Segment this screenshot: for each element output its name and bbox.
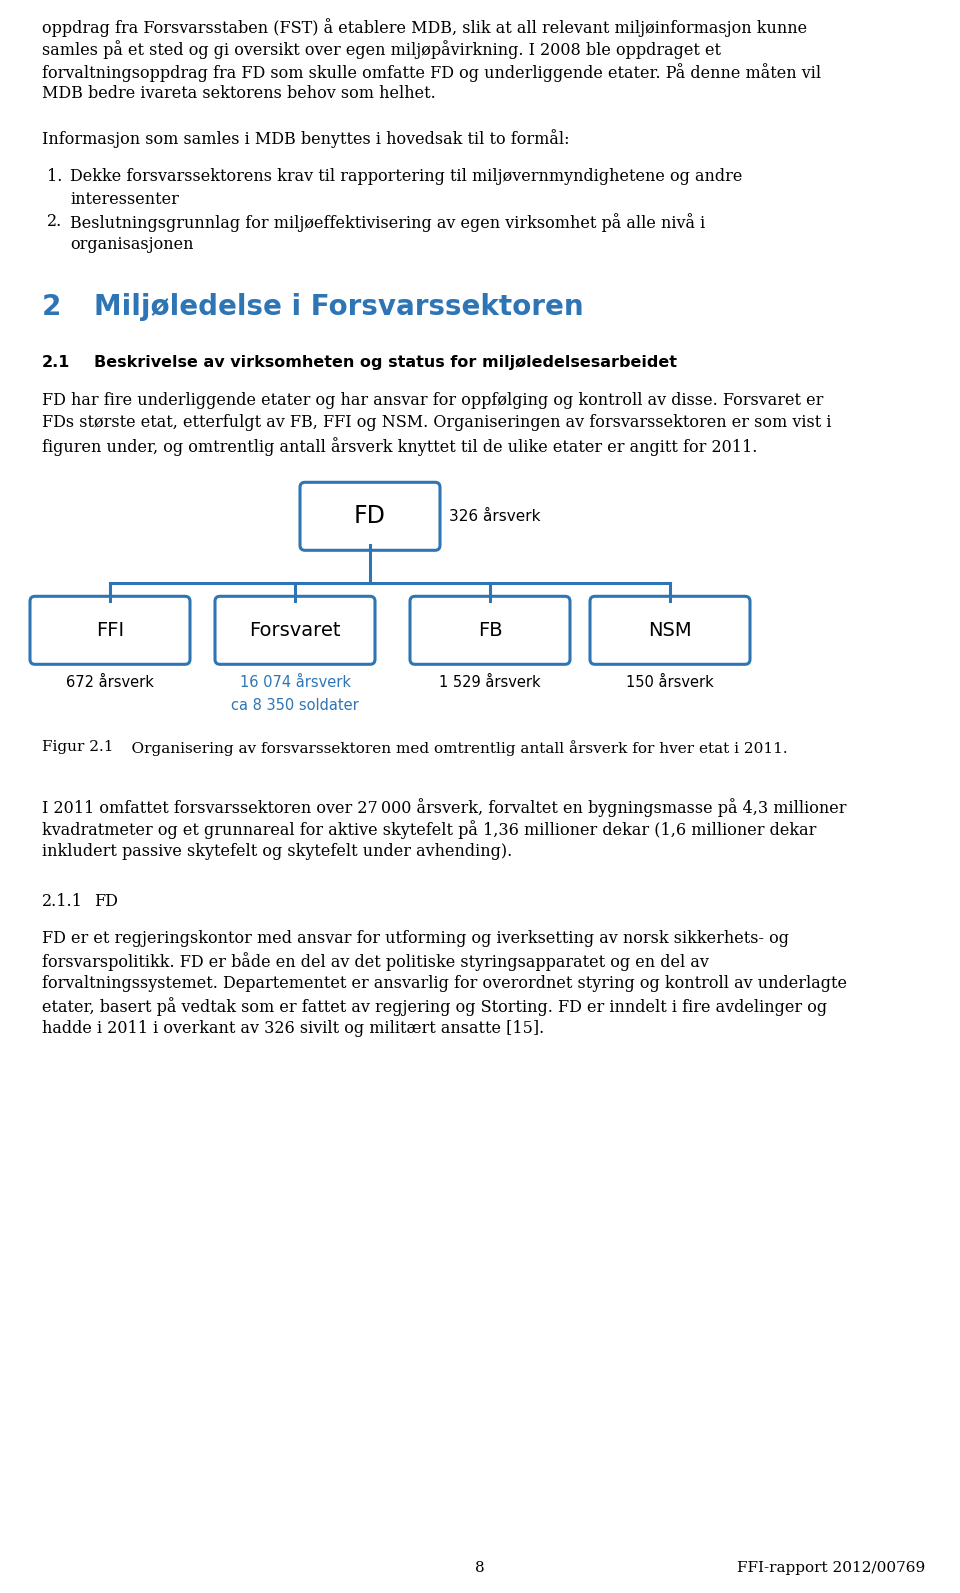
FancyBboxPatch shape [410, 596, 570, 664]
Text: forsvarspolitikk. FD er både en del av det politiske styringsapparatet og en del: forsvarspolitikk. FD er både en del av d… [42, 953, 708, 972]
Text: Beslutningsgrunnlag for miljøeffektivisering av egen virksomhet på alle nivå i: Beslutningsgrunnlag for miljøeffektivise… [70, 213, 706, 233]
Text: 326 årsverk: 326 årsverk [449, 508, 540, 524]
Text: forvaltningsoppdrag fra FD som skulle omfatte FD og underliggende etater. På den: forvaltningsoppdrag fra FD som skulle om… [42, 64, 821, 81]
Text: FFI-rapport 2012/00769: FFI-rapport 2012/00769 [736, 1561, 925, 1575]
Text: FFI: FFI [96, 621, 124, 640]
Text: FD har fire underliggende etater og har ansvar for oppfølging og kontroll av dis: FD har fire underliggende etater og har … [42, 392, 824, 409]
Text: Forsvaret: Forsvaret [250, 621, 341, 640]
Text: 2.1: 2.1 [42, 355, 70, 370]
Text: etater, basert på vedtak som er fattet av regjering og Storting. FD er inndelt i: etater, basert på vedtak som er fattet a… [42, 997, 828, 1016]
Text: FD: FD [94, 894, 118, 910]
FancyBboxPatch shape [215, 596, 375, 664]
FancyBboxPatch shape [300, 483, 440, 550]
Text: FB: FB [478, 621, 502, 640]
Text: forvaltningssystemet. Departementet er ansvarlig for overordnet styring og kontr: forvaltningssystemet. Departementet er a… [42, 975, 847, 992]
Text: interessenter: interessenter [70, 191, 179, 207]
Text: kvadratmeter og et grunnareal for aktive skytefelt på 1,36 millioner dekar (1,6 : kvadratmeter og et grunnareal for aktive… [42, 820, 816, 840]
FancyBboxPatch shape [30, 596, 190, 664]
Text: FD: FD [354, 505, 386, 529]
Text: samles på et sted og gi oversikt over egen miljøpåvirkning. I 2008 ble oppdraget: samles på et sted og gi oversikt over eg… [42, 40, 721, 59]
Text: 2: 2 [42, 293, 61, 322]
Text: Figur 2.1: Figur 2.1 [42, 741, 113, 755]
Text: 1 529 årsverk: 1 529 årsverk [439, 675, 540, 690]
Text: Organisering av forsvarssektoren med omtrentlig antall årsverk for hver etat i 2: Organisering av forsvarssektoren med omt… [112, 741, 787, 757]
Text: Miljøledelse i Forsvarssektoren: Miljøledelse i Forsvarssektoren [94, 293, 584, 322]
Text: Beskrivelse av virksomheten og status for miljøledelsesarbeidet: Beskrivelse av virksomheten og status fo… [94, 355, 677, 370]
Text: 16 074 årsverk
ca 8 350 soldater: 16 074 årsverk ca 8 350 soldater [231, 675, 359, 712]
Text: 2.: 2. [47, 213, 62, 231]
FancyBboxPatch shape [590, 596, 750, 664]
Text: Dekke forsvarssektorens krav til rapportering til miljøvernmyndighetene og andre: Dekke forsvarssektorens krav til rapport… [70, 169, 742, 185]
Text: FDs største etat, etterfulgt av FB, FFI og NSM. Organiseringen av forsvarssektor: FDs største etat, etterfulgt av FB, FFI … [42, 414, 831, 432]
Text: figuren under, og omtrentlig antall årsverk knyttet til de ulike etater er angit: figuren under, og omtrentlig antall årsv… [42, 436, 757, 456]
Text: 1.: 1. [47, 169, 62, 185]
Text: inkludert passive skytefelt og skytefelt under avhending).: inkludert passive skytefelt og skytefelt… [42, 843, 513, 860]
Text: 150 årsverk: 150 årsverk [626, 675, 714, 690]
Text: 8: 8 [475, 1561, 485, 1575]
Text: hadde i 2011 i overkant av 326 sivilt og militært ansatte [15].: hadde i 2011 i overkant av 326 sivilt og… [42, 1020, 544, 1037]
Text: Informasjon som samles i MDB benyttes i hovedsak til to formål:: Informasjon som samles i MDB benyttes i … [42, 129, 569, 148]
Text: FD er et regjeringskontor med ansvar for utforming og iverksetting av norsk sikk: FD er et regjeringskontor med ansvar for… [42, 930, 789, 946]
Text: 2.1.1: 2.1.1 [42, 894, 83, 910]
Text: 672 årsverk: 672 årsverk [66, 675, 154, 690]
Text: NSM: NSM [648, 621, 692, 640]
Text: organisasjonen: organisasjonen [70, 236, 194, 253]
Text: oppdrag fra Forsvarsstaben (FST) å etablere MDB, slik at all relevant miljøinfor: oppdrag fra Forsvarsstaben (FST) å etabl… [42, 18, 807, 37]
Text: MDB bedre ivareta sektorens behov som helhet.: MDB bedre ivareta sektorens behov som he… [42, 86, 436, 102]
Text: I 2011 omfattet forsvarssektoren over 27 000 årsverk, forvaltet en bygningsmasse: I 2011 omfattet forsvarssektoren over 27… [42, 798, 847, 817]
